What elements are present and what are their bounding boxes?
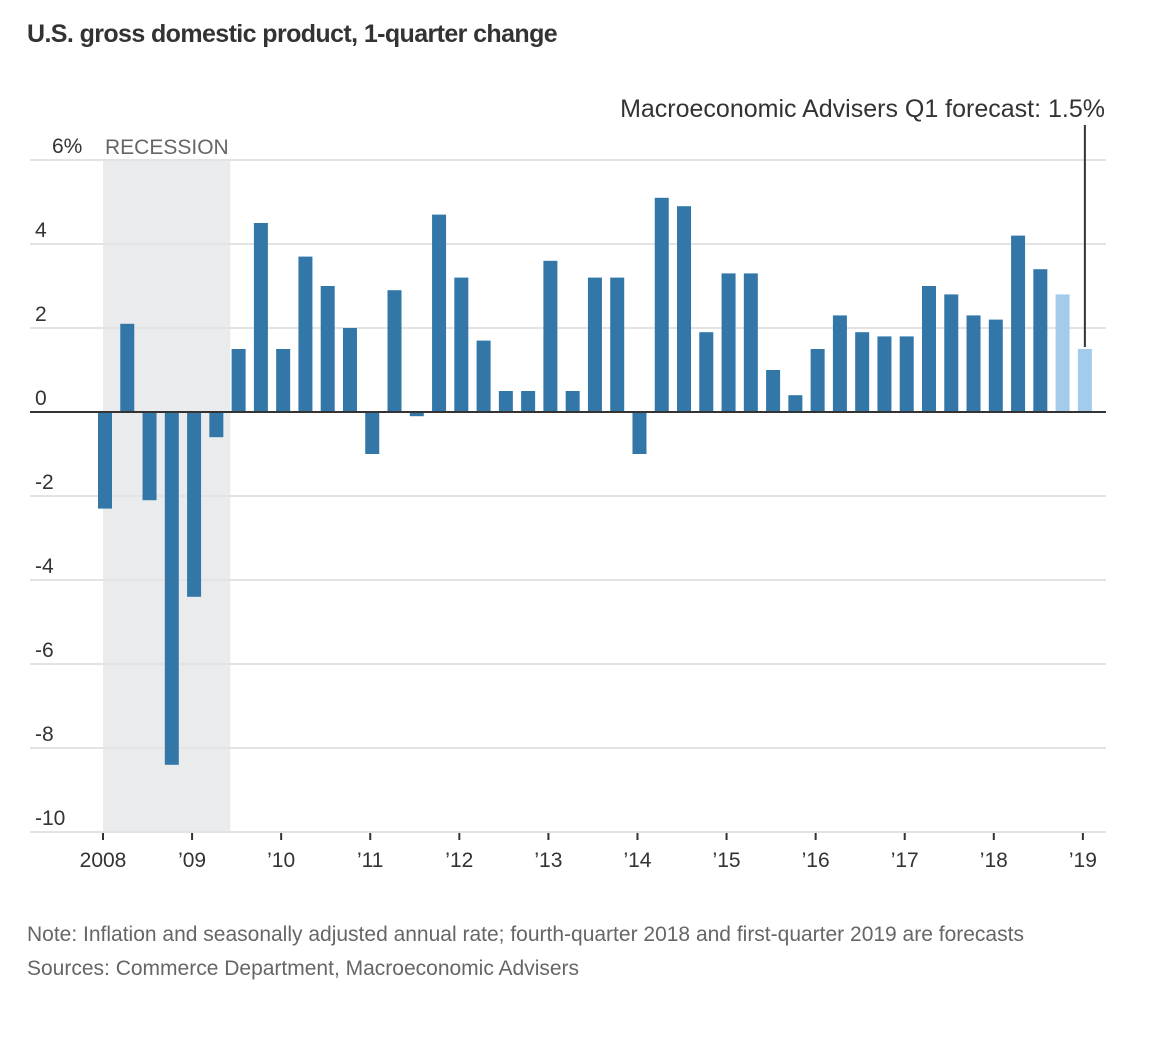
y-tick-label: 0 (35, 387, 47, 410)
x-tick-label: ’16 (802, 849, 830, 872)
chart-title: U.S. gross domestic product, 1-quarter c… (27, 20, 558, 48)
bar (98, 412, 112, 509)
bar (944, 294, 959, 412)
bar (810, 349, 825, 412)
bar (855, 332, 870, 412)
bar (276, 349, 291, 412)
bar (966, 315, 981, 412)
bar (699, 332, 714, 412)
x-tick-label: ’14 (623, 849, 651, 872)
y-tick-label: 6% (52, 135, 82, 158)
bar (409, 412, 424, 417)
bar (387, 290, 402, 412)
bar (610, 277, 625, 412)
annotation-text: Macroeconomic Advisers Q1 forecast: 1.5% (620, 95, 1105, 123)
bar (432, 214, 447, 412)
x-tick-label: ’19 (1069, 849, 1097, 872)
bar (788, 395, 803, 412)
x-tick-label: 2008 (80, 849, 127, 872)
bar (342, 328, 357, 412)
y-tick-label: -10 (35, 807, 65, 830)
gdp-bar-chart: RECESSION 6% 4 2 0 -2 -4 -6 -8 -10 2008 ’09 ’10 ’11 ’… (30, 95, 1106, 872)
recession-label: RECESSION (105, 136, 229, 159)
bar (988, 319, 1003, 412)
bar (365, 412, 380, 454)
bar (209, 412, 224, 438)
bar (721, 273, 736, 412)
bars (98, 197, 1092, 765)
bar (120, 323, 135, 412)
bar (231, 349, 246, 412)
x-tick-label: ’13 (534, 849, 562, 872)
x-tick-label: ’09 (178, 849, 206, 872)
bar (899, 336, 914, 412)
bar (320, 286, 335, 412)
bar (454, 277, 469, 412)
bar (1033, 269, 1048, 412)
bar (298, 256, 313, 412)
x-tick-label: ’12 (445, 849, 473, 872)
bar (632, 412, 647, 454)
bar (253, 223, 268, 412)
bar (766, 370, 781, 412)
y-tick-label: 4 (35, 219, 47, 242)
y-tick-label: -4 (35, 555, 54, 578)
forecast-bar (1055, 294, 1070, 412)
x-tick-label: ’11 (357, 849, 383, 872)
bar (521, 391, 536, 412)
bar (187, 412, 202, 597)
x-tick-label: ’10 (267, 849, 295, 872)
y-tick-label: 2 (35, 303, 47, 326)
x-tick-label: ’18 (980, 849, 1008, 872)
bar (743, 273, 758, 412)
x-tick-label: ’15 (713, 849, 741, 872)
forecast-bar (1077, 349, 1092, 412)
note-text: Note: Inflation and seasonally adjusted … (27, 923, 1024, 946)
bar (677, 206, 692, 412)
bar (543, 260, 558, 412)
bar (142, 412, 157, 501)
chart-notes: Note: Inflation and seasonally adjusted … (27, 918, 1117, 986)
y-tick-label: -8 (35, 723, 54, 746)
bar (565, 391, 580, 412)
bar (1011, 235, 1026, 412)
gridlines (30, 159, 1106, 833)
y-tick-label: -6 (35, 639, 54, 662)
bar (587, 277, 602, 412)
bar (877, 336, 892, 412)
bar (654, 197, 669, 412)
sources-text: Sources: Commerce Department, Macroecono… (27, 957, 580, 980)
bar (476, 340, 491, 412)
bar (921, 286, 936, 412)
bar (164, 412, 179, 765)
x-tick-label: ’17 (891, 849, 919, 872)
bar (832, 315, 847, 412)
bar (498, 391, 513, 412)
axes: 6% 4 2 0 -2 -4 -6 -8 -10 2008 ’09 ’10 ’11 ’12 ’13 ’14 ’1… (30, 135, 1106, 872)
annotations: Macroeconomic Advisers Q1 forecast: 1.5% (620, 95, 1105, 347)
y-tick-label: -2 (35, 471, 54, 494)
